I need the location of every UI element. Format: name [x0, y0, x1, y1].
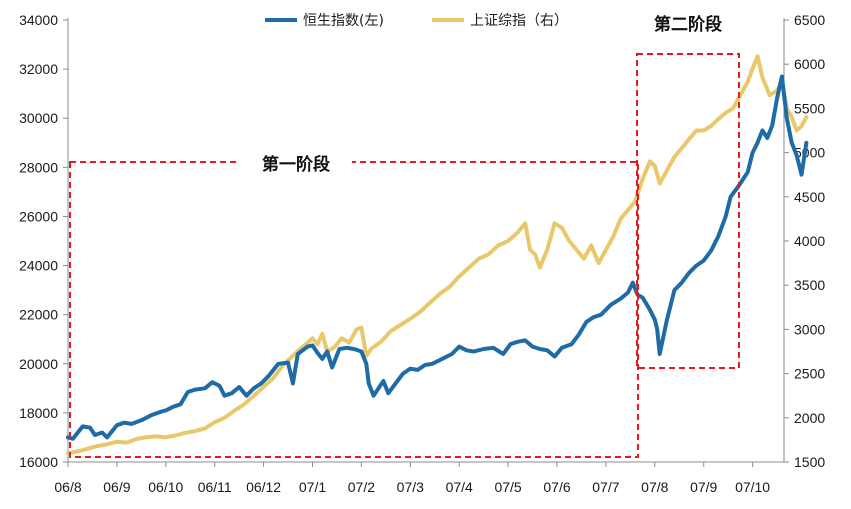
stage-two-label: 第二阶段 [654, 14, 722, 35]
x-tick-label: 07/5 [494, 479, 521, 495]
right-tick-label: 2500 [794, 366, 825, 382]
x-tick-label: 07/1 [299, 479, 326, 495]
series-line-hsi [66, 74, 809, 441]
x-tick-label: 07/10 [735, 479, 770, 495]
x-tick-label: 07/7 [592, 479, 619, 495]
x-tick-label: 07/4 [446, 479, 473, 495]
stage-two-box [636, 53, 740, 369]
x-tick-label: 06/10 [148, 479, 183, 495]
left-tick-label: 34000 [19, 12, 58, 28]
right-tick-label: 6500 [794, 12, 825, 28]
x-tick-label: 07/3 [397, 479, 424, 495]
right-tick-label: 6000 [794, 56, 825, 72]
left-tick-label: 22000 [19, 307, 58, 323]
annotation-layer: 第一阶段 第二阶段 [69, 14, 740, 458]
left-tick-label: 18000 [19, 405, 58, 421]
axes: 1600018000200002200024000260002800030000… [19, 12, 825, 495]
right-tick-label: 1500 [794, 454, 825, 470]
legend-label-hsi: 恒生指数(左) [303, 13, 384, 29]
x-tick-label: 07/9 [690, 479, 717, 495]
x-tick-label: 06/8 [54, 479, 81, 495]
stage-one-label-bg [240, 152, 352, 176]
right-tick-label: 5500 [794, 100, 825, 116]
left-tick-label: 28000 [19, 159, 58, 175]
right-tick-label: 4000 [794, 233, 825, 249]
left-tick-label: 26000 [19, 208, 58, 224]
x-tick-label: 07/2 [348, 479, 375, 495]
x-tick-label: 07/6 [543, 479, 570, 495]
right-tick-label: 2000 [794, 410, 825, 426]
series-layer [66, 54, 809, 456]
stage-one-box [69, 161, 639, 458]
series-line-sse [66, 54, 809, 456]
x-tick-label: 06/9 [103, 479, 130, 495]
right-tick-label: 5000 [794, 145, 825, 161]
right-tick-label: 4500 [794, 189, 825, 205]
left-tick-label: 20000 [19, 356, 58, 372]
left-tick-label: 30000 [19, 110, 58, 126]
stage-one-label: 第一阶段 [262, 154, 330, 175]
x-tick-label: 06/12 [246, 479, 281, 495]
left-tick-label: 24000 [19, 258, 58, 274]
left-tick-label: 16000 [19, 454, 58, 470]
right-tick-label: 3500 [794, 277, 825, 293]
x-tick-label: 06/11 [198, 479, 232, 495]
left-tick-label: 32000 [19, 61, 58, 77]
legend: 恒生指数(左) 上证综指（右） [265, 13, 568, 29]
x-tick-label: 07/8 [641, 479, 668, 495]
legend-label-sse: 上证综指（右） [470, 13, 568, 29]
right-tick-label: 3000 [794, 321, 825, 337]
